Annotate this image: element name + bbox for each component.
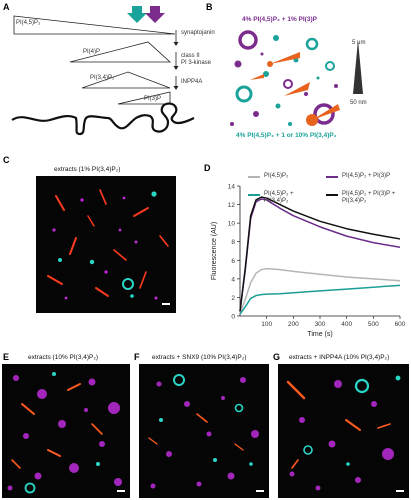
down-arrow-icon	[173, 66, 179, 70]
lipid-label-pi45p2: PI(4,5)P₂	[16, 20, 41, 26]
chart-legend: PI(4,5)P₂ PI(4,5)P₂ + PI(3,4)P₂ PI(4,5)P…	[248, 172, 408, 218]
panel-g-title: extracts + INPP4A (10% PI(3,4)P₂)	[289, 354, 390, 361]
legend-swatch	[248, 194, 260, 196]
legend-swatch	[326, 176, 338, 178]
panel-c-label: C	[3, 155, 10, 165]
x-tick-label: 100	[261, 321, 272, 328]
panel-g-micrograph	[278, 364, 409, 498]
enzyme-inpp4a: INPP4A	[181, 79, 203, 85]
panel-c-micrograph	[36, 176, 176, 313]
scale-wedge	[353, 40, 363, 94]
panel-b-bottom-text: 4% PI(4,5)P₂ + 1 or 10% PI(3,4)P₂	[236, 132, 337, 139]
legend-label: PI(4,5)P₂ + PI(3,4)P₂	[264, 191, 294, 204]
panel-b-vesicles	[230, 30, 340, 126]
scale-bar	[256, 490, 264, 492]
scale-bar	[117, 490, 125, 492]
panel-f-title: extracts + SNX9 (10% PI(3,4)P₂)	[152, 354, 247, 361]
panel-d-label: D	[204, 163, 211, 173]
panel-e-title: extracts (10% PI(3,4)P₂)	[28, 354, 99, 361]
pi4p-triangle	[69, 41, 172, 63]
panel-e-micrograph	[2, 364, 130, 498]
scale-bar	[396, 490, 404, 492]
scale-bar	[162, 303, 170, 305]
scale-top-label: 5 μm	[352, 40, 366, 46]
panel-b-label: B	[206, 2, 213, 12]
y-tick-label: 14	[228, 184, 236, 191]
enzyme-pi3-kinase: PI 3-kinase	[181, 60, 212, 66]
purple-arrow-icon	[145, 6, 165, 23]
series-line	[239, 196, 401, 312]
pi34p2-triangle	[81, 71, 171, 89]
pi45p2-wedge	[13, 15, 176, 35]
membrane-curve	[11, 102, 195, 136]
lipid-label-pi3p: PI(3)P	[144, 96, 162, 102]
x-tick-label: 400	[341, 321, 352, 328]
x-tick-label: 600	[395, 321, 406, 328]
enzyme-synaptojanin: synaptojanin	[181, 30, 215, 36]
panel-a-label: A	[3, 2, 10, 12]
panel-a-diagram	[11, 6, 195, 136]
y-axis-label: Fluorescence (AU)	[211, 222, 218, 280]
legend-label: PI(4,5)P₂	[264, 173, 289, 179]
fluorescence-chart: 0 2 4 6 8 10 12 14 100 200 300 400 500 600 Time (s) Flu…	[211, 184, 406, 339]
y-tick-label: 12	[228, 202, 236, 209]
legend-label: PI(4,5)P₂ + PI(3)P	[342, 173, 391, 179]
y-tick-label: 2	[231, 295, 235, 302]
y-tick-label: 0	[231, 314, 235, 321]
x-tick-label: 200	[288, 321, 299, 328]
y-tick-label: 6	[231, 258, 235, 265]
scale-bottom-label: 50 nm	[350, 100, 367, 106]
y-tick-label: 10	[228, 221, 236, 228]
x-axis-label: Time (s)	[307, 331, 332, 338]
y-tick-label: 4	[231, 276, 235, 283]
pi3p-wedge	[117, 91, 171, 105]
panel-c-title: extracts (1% PI(3,4)P₂)	[54, 166, 121, 173]
enzyme-class-ii: class II	[181, 53, 200, 59]
x-tick-label: 300	[315, 321, 326, 328]
panel-g-label: G	[273, 352, 281, 362]
panel-f-label: F	[134, 352, 140, 362]
series-line	[239, 267, 401, 314]
x-tick-label: 500	[368, 321, 379, 328]
legend-swatch	[248, 176, 260, 178]
series-line	[239, 284, 401, 315]
y-tick-label: 8	[231, 239, 235, 246]
panel-f-micrograph	[139, 364, 269, 498]
legend-label: PI(4,5)P₂ + PI(3)P + PI(3,4)P₂	[342, 191, 396, 204]
teal-arrow-icon	[127, 6, 147, 23]
lipid-label-pi34p2: PI(3,4)P₂	[90, 75, 115, 81]
legend-swatch	[326, 194, 338, 196]
lipid-label-pi4p: PI(4)P	[83, 49, 101, 55]
panel-e-label: E	[3, 352, 10, 362]
down-arrow-icon	[173, 86, 179, 90]
panel-b-top-text: 4% PI(4,5)P₂ + 1% PI(3)P	[242, 16, 317, 23]
down-arrow-icon	[173, 42, 179, 46]
